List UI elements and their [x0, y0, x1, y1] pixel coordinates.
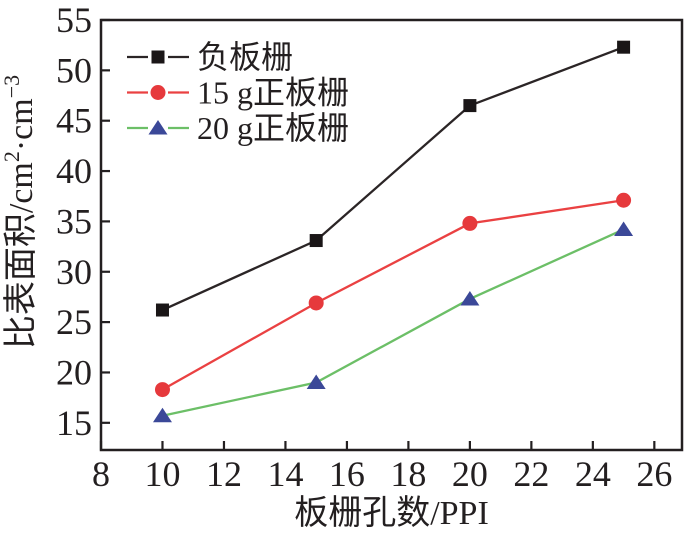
data-point-2-1: [306, 374, 326, 390]
x-tick-label: 14: [267, 454, 303, 494]
data-point-0-2: [463, 99, 477, 113]
y-tick-label: 40: [56, 151, 92, 191]
data-point-2-0: [152, 407, 172, 423]
data-point-1-1: [308, 295, 324, 311]
y-axis-title-seg: ·cm: [3, 98, 40, 151]
x-tick-label: 12: [206, 454, 242, 494]
legend-label: 20 g正板栅: [197, 110, 349, 146]
y-tick-label: 35: [56, 201, 92, 241]
legend-label: 负板栅: [197, 39, 293, 75]
series-line-1: [161, 199, 624, 391]
data-point-1-3: [616, 192, 632, 208]
x-tick-label: 10: [144, 454, 180, 494]
data-point-0-0: [155, 303, 169, 317]
data-point-2-3: [614, 221, 634, 236]
x-axis-title: 板栅孔数/PPI: [294, 494, 489, 532]
legend-label: 15 g正板栅: [197, 75, 349, 111]
legend-marker-circle: [150, 85, 166, 100]
legend-marker-triangle: [148, 120, 168, 135]
data-point-0-3: [617, 40, 631, 54]
x-tick-label: 24: [575, 454, 611, 494]
data-point-1-2: [462, 215, 478, 231]
series-line-2: [162, 228, 625, 417]
y-tick-label: 50: [56, 50, 92, 90]
series-line-0: [162, 46, 625, 312]
x-tick-label: 26: [636, 454, 672, 494]
y-tick-label: 20: [56, 352, 92, 392]
y-tick-label: 55: [56, 0, 92, 40]
y-tick-label: 45: [56, 101, 92, 141]
y-axis-title-sup: −3: [0, 75, 24, 98]
y-axis-title: 比表面积/cm2·cm−3: [0, 75, 40, 349]
y-tick-label: 15: [56, 403, 92, 443]
y-axis-title-sup: 2: [0, 151, 24, 162]
y-tick-label: 25: [56, 302, 92, 342]
x-tick-label: 16: [329, 454, 365, 494]
y-axis-title-seg: 比表面积/cm: [2, 162, 40, 349]
x-tick-label: 8: [92, 454, 110, 494]
y-tick-label: 30: [56, 252, 92, 292]
data-point-0-1: [309, 234, 323, 248]
legend-marker-square: [151, 50, 165, 64]
x-tick-label: 22: [513, 454, 549, 494]
data-point-1-0: [154, 382, 170, 398]
data-point-2-2: [460, 290, 480, 306]
x-tick-label: 18: [390, 454, 426, 494]
plot-frame: [99, 18, 684, 452]
x-tick-label: 20: [452, 454, 488, 494]
